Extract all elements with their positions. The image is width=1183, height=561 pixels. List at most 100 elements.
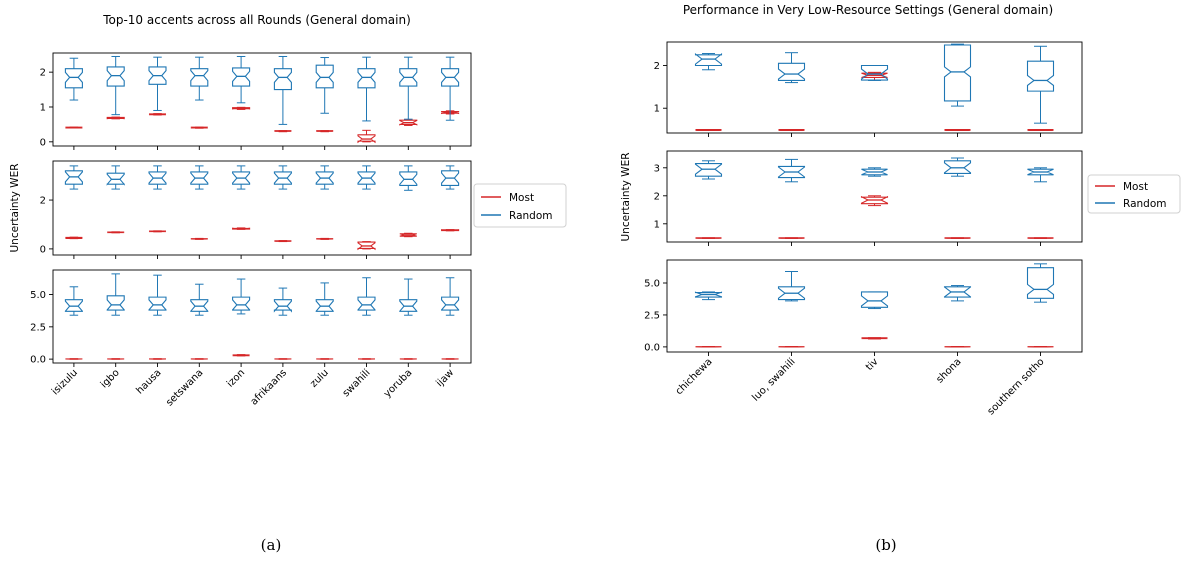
panel-1: 0 1 2 <box>40 52 472 150</box>
box-body <box>399 171 418 186</box>
figure-a-ylabel: Uncertainty WER <box>9 164 21 253</box>
box-body <box>273 299 292 313</box>
box-body <box>357 241 376 251</box>
ytick-label: 1 <box>654 104 660 115</box>
ytick-label: 2 <box>654 191 660 202</box>
box-body <box>273 68 292 91</box>
box-body <box>315 64 334 89</box>
box-random-southern-sotho <box>1026 263 1055 303</box>
box-random-izon <box>232 278 251 315</box>
box-random-luo-swahili <box>777 158 806 183</box>
box-random-setswana <box>190 56 209 101</box>
box-random-yoruba <box>399 56 418 120</box>
box-most-igbo <box>106 116 125 120</box>
box-body <box>357 134 376 144</box>
box-most-luo-swahili <box>778 129 805 131</box>
box-most-isizulu <box>65 126 83 129</box>
box-most-izon <box>232 354 250 357</box>
box-body <box>399 119 418 126</box>
box-body <box>943 286 972 298</box>
figure-b-legend: Most Random <box>1087 174 1181 214</box>
figure-b-ylabel: Uncertainty WER <box>620 153 632 242</box>
box-most-yoruba <box>399 119 418 126</box>
box-body <box>64 170 83 185</box>
box-random-afrikaans <box>273 165 292 190</box>
xtick-label: southern sotho <box>986 356 1047 417</box>
panel-frame <box>52 269 472 364</box>
box-most-izon <box>232 227 251 230</box>
panel-frame <box>666 41 1083 134</box>
box-most-hausa <box>148 230 167 233</box>
xtick-label: swahili <box>341 367 373 399</box>
ytick-label: 1 <box>40 102 46 113</box>
figure-a-xtick-labels: isizulu igbo hausa setswana izon afrikaans zul… <box>50 367 456 408</box>
ytick-label: 2 <box>40 196 46 207</box>
box-body <box>148 171 167 185</box>
box-most-afrikaans <box>274 240 292 243</box>
xtick-label: ijaw <box>434 367 456 389</box>
xtick-label: igbo <box>99 367 122 390</box>
box-body <box>148 296 167 311</box>
box-body <box>357 296 376 311</box>
panel-2: 1 2 3 <box>654 150 1083 246</box>
box-most-afrikaans <box>274 130 292 133</box>
box-random-hausa <box>148 165 167 190</box>
box-random-hausa <box>148 56 167 111</box>
panel-frame <box>52 52 472 147</box>
figure-a-caption: (a) <box>261 536 282 554</box>
box-random-swahili <box>357 56 376 122</box>
ytick-label: 0.0 <box>644 342 660 353</box>
legend-random-label: Random <box>509 210 552 222</box>
box-most-southern-sotho <box>1027 129 1054 131</box>
xtick-label: izon <box>225 367 247 389</box>
box-random-afrikaans <box>273 287 292 316</box>
box-body <box>943 160 972 174</box>
box-random-shona <box>943 157 972 177</box>
box-random-yoruba <box>399 278 418 316</box>
ytick-label: 2 <box>40 68 46 79</box>
box-body <box>777 62 806 82</box>
box-most-shona <box>944 129 971 131</box>
xtick-label: hausa <box>135 367 164 396</box>
box-random-shona <box>943 43 972 107</box>
box-random-isizulu <box>64 57 83 101</box>
box-random-luo-swahili <box>777 271 806 302</box>
box-most-izon <box>232 106 251 110</box>
ytick-label: 5.0 <box>30 290 46 301</box>
box-body <box>64 299 83 312</box>
box-random-chichewa <box>694 291 723 301</box>
box-most-setswana <box>190 126 208 129</box>
panel-3: 0.0 2.5 5.0 <box>30 269 472 367</box>
box-random-ijaw <box>441 165 460 190</box>
box-body <box>190 68 209 87</box>
box-most-setswana <box>190 237 208 240</box>
box-body <box>106 66 125 87</box>
xtick-label: setswana <box>164 367 205 408</box>
box-random-zulu <box>315 165 334 190</box>
box-body <box>106 172 125 186</box>
box-body <box>694 52 723 67</box>
ytick-label: 0 <box>40 244 46 255</box>
box-body <box>860 64 889 81</box>
box-random-shona <box>943 285 972 302</box>
box-most-hausa <box>148 113 167 116</box>
box-body <box>190 171 209 185</box>
box-body <box>232 296 251 311</box>
box-random-swahili <box>357 165 376 190</box>
panel-3: 0.0 2.5 5.0 <box>644 259 1083 356</box>
box-body <box>777 165 806 179</box>
box-random-igbo <box>106 273 125 316</box>
box-body <box>441 110 460 115</box>
box-body <box>106 116 125 120</box>
box-random-tiv <box>860 64 889 81</box>
xtick-label: yoruba <box>382 367 415 400</box>
box-most-tiv <box>860 195 889 207</box>
box-most-swahili <box>357 241 376 251</box>
ytick-label: 0.0 <box>30 355 46 366</box>
box-most-isizulu <box>65 236 83 240</box>
box-body <box>860 291 889 308</box>
box-body <box>190 299 209 312</box>
box-random-isizulu <box>64 286 83 316</box>
xtick-label: tiv <box>864 356 881 373</box>
